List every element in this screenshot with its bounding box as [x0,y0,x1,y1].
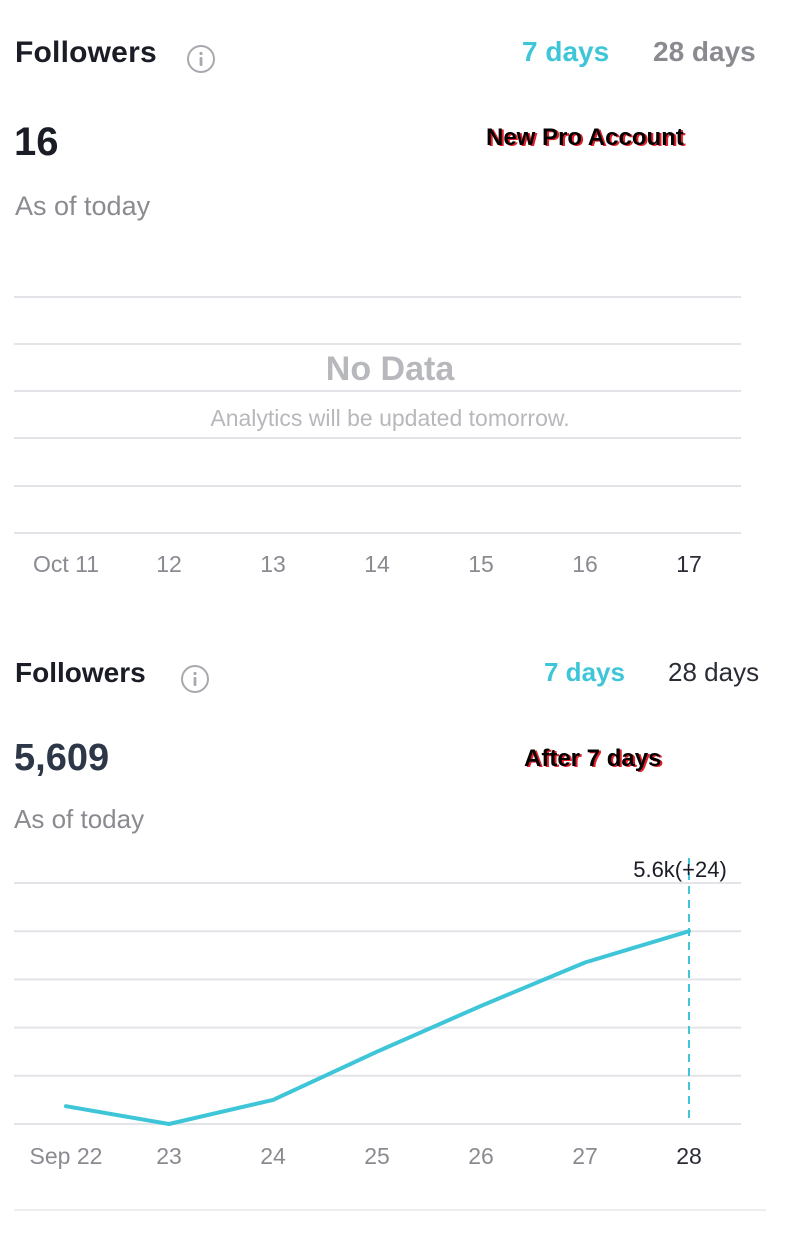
as-of-label: As of today [14,804,145,834]
chart-gridlines [14,882,741,1125]
x-tick-label: 24 [260,1143,286,1169]
follower-count: 16 [14,120,59,164]
chart-gridlines [14,296,741,534]
empty-chart: No Data Analytics will be updated tomorr… [14,296,741,577]
as-of-label: As of today [15,191,151,221]
tab-7-days[interactable]: 7 days [544,657,625,687]
followers-title: Followers [15,657,146,688]
x-axis-ticks: Oct 11 12 13 14 15 16 17 [33,551,702,577]
tooltip-value: 5.6k(+24) [633,857,727,882]
caption-badge: New Pro Account [486,124,684,151]
no-data-message: Analytics will be updated tomorrow. [210,405,569,431]
tab-28-days[interactable]: 28 days [668,657,760,687]
x-tick-label: 23 [156,1143,182,1169]
info-icon[interactable] [186,44,216,74]
followers-title: Followers [15,36,157,69]
followers-line-chart: 5.6k(+24) Sep 22 23 24 25 26 27 28 [14,857,766,1211]
tab-7-days[interactable]: 7 days [522,36,610,67]
x-tick-label: 17 [676,551,702,577]
x-tick-label: 13 [260,551,286,577]
x-tick-label: 26 [468,1143,494,1169]
x-tick-label: 28 [676,1143,702,1169]
x-tick-label: 14 [364,551,390,577]
x-axis-ticks: Sep 22 23 24 25 26 27 28 [30,1143,702,1169]
x-tick-label: 25 [364,1143,390,1169]
caption-badge: After 7 days [524,745,662,772]
series-line [64,929,691,1126]
x-tick-label: Sep 22 [30,1143,103,1169]
no-data-title: No Data [326,350,456,388]
x-tick-label: 15 [468,551,494,577]
follower-count: 5,609 [14,737,110,779]
x-tick-label: 16 [572,551,598,577]
x-tick-label: 27 [572,1143,598,1169]
tab-28-days[interactable]: 28 days [653,36,756,67]
x-tick-label: 12 [156,551,182,577]
x-tick-label: Oct 11 [33,551,99,577]
info-icon[interactable] [180,664,210,694]
